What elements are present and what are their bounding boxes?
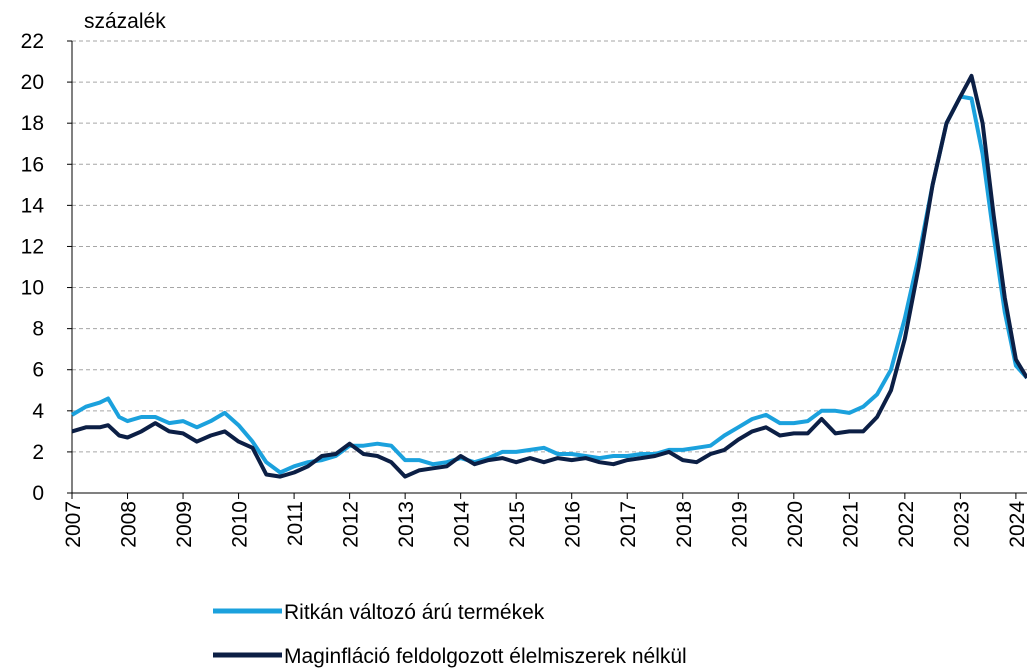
- series-line: [70, 94, 1027, 475]
- x-tick-label: 2015: [506, 501, 529, 548]
- x-tick-label: 2010: [229, 501, 252, 548]
- y-tick-label: 22: [21, 30, 44, 53]
- y-tick-label: 4: [32, 400, 44, 423]
- y-tick-label: 20: [21, 71, 44, 94]
- x-tick-label: 2018: [673, 501, 696, 548]
- y-tick-label: 6: [32, 359, 44, 382]
- x-tick-label: 2014: [451, 501, 474, 548]
- y-tick-label: 0: [32, 482, 44, 505]
- y-tick-label: 8: [32, 318, 44, 341]
- x-tick-label: 2011: [284, 501, 307, 546]
- y-tick-label: 14: [21, 194, 45, 217]
- x-tick-label: 2023: [950, 501, 973, 548]
- x-tick-label: 2012: [340, 501, 363, 548]
- x-tick-label: 2016: [562, 501, 585, 548]
- x-tick-label: 2007: [62, 501, 85, 548]
- x-tick-label: 2021: [839, 501, 862, 548]
- legend-label: Ritkán változó árú termékek: [284, 601, 545, 624]
- x-tick-label: 2008: [118, 501, 141, 548]
- y-tick-label: 12: [21, 235, 44, 258]
- y-axis-label: százalék: [84, 10, 166, 33]
- x-tick-label: 2009: [173, 501, 196, 548]
- x-tick-label: 2024: [1006, 501, 1027, 548]
- y-tick-label: 2: [32, 441, 44, 464]
- x-tick-label: 2022: [895, 501, 918, 548]
- x-tick-label: 2013: [395, 501, 418, 548]
- y-tick-label: 10: [21, 277, 44, 300]
- x-tick-label: 2017: [617, 501, 640, 548]
- x-tick-label: 2020: [784, 501, 807, 548]
- x-tick-label: 2019: [728, 501, 751, 548]
- y-tick-label: 16: [21, 153, 44, 176]
- series-line: [71, 73, 1027, 479]
- y-tick-label: 18: [21, 112, 44, 135]
- legend-label: Maginfláció feldolgozott élelmiszerek né…: [284, 645, 687, 668]
